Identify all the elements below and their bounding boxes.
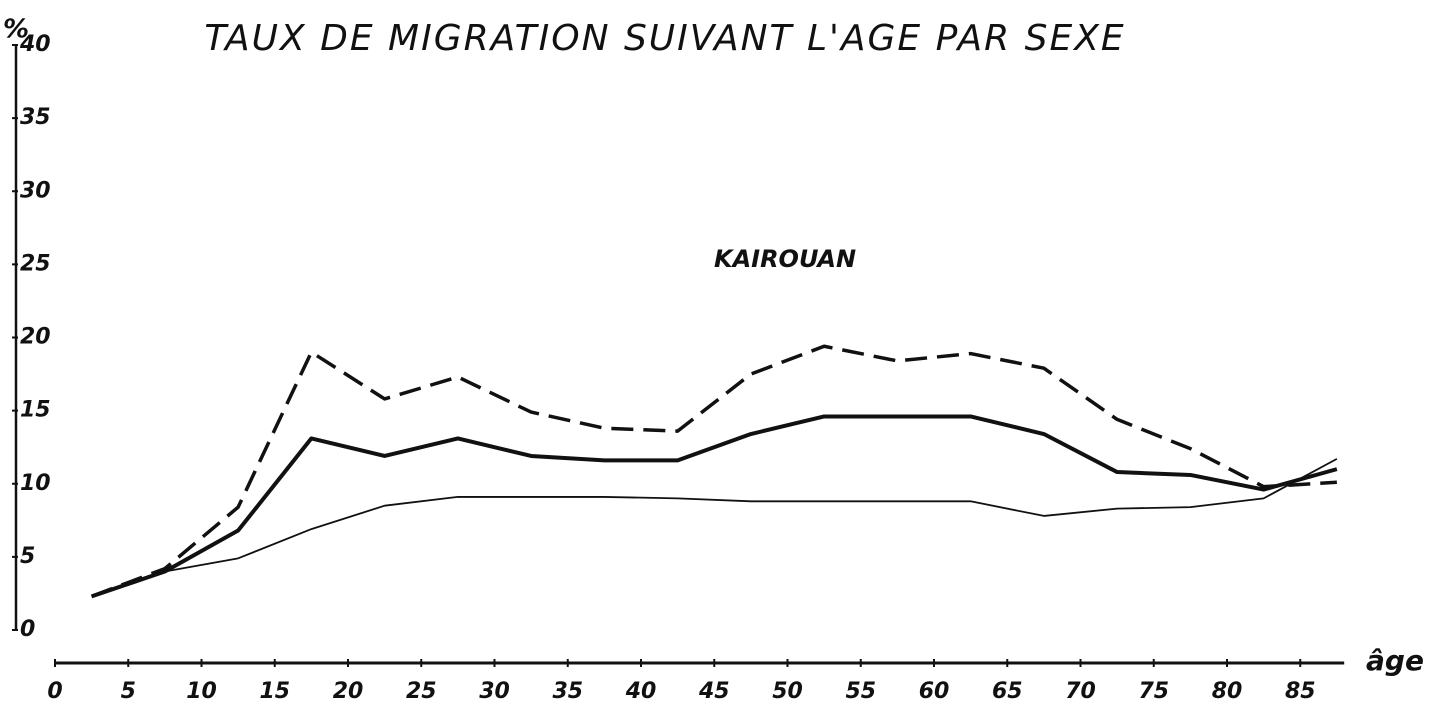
x-tick-label: 60: [919, 679, 950, 704]
x-tick-label: 15: [259, 679, 290, 704]
x-tick-label: 0: [47, 679, 62, 704]
y-tick-label: 10: [20, 471, 51, 496]
x-tick-label: 10: [186, 679, 217, 704]
data-line: [90, 414, 1338, 599]
chart-title: TAUX DE MIGRATION SUIVANT L'AGE PAR SEXE: [204, 18, 1125, 59]
y-axis-label: %: [3, 15, 29, 45]
x-tick-label: 50: [772, 679, 803, 704]
y-tick-label: 15: [20, 398, 51, 423]
y-tick-label: 35: [20, 105, 51, 130]
x-axis-label: âge: [1366, 644, 1424, 677]
x-tick-label: 55: [845, 679, 876, 704]
x-tick-label: 85: [1285, 679, 1316, 704]
x-tick-label: 45: [698, 679, 730, 704]
data-line: [91, 458, 1338, 598]
y-tick-label: 0: [20, 617, 35, 642]
data-line: [91, 344, 1337, 598]
x-tick-label: 80: [1212, 679, 1243, 704]
y-tick-label: 30: [20, 178, 51, 203]
x-tick-label: 40: [625, 679, 657, 704]
x-tick-label: 20: [333, 679, 364, 704]
x-tick-label: 30: [479, 679, 510, 704]
x-tick-label: 25: [406, 679, 437, 704]
x-tick-label: 35: [552, 679, 583, 704]
y-tick-label: 40: [19, 32, 51, 57]
y-tick-label: 5: [20, 544, 35, 569]
annotation: KAIROUAN: [714, 245, 856, 273]
x-tick-label: 70: [1065, 679, 1096, 704]
x-tick-label: 75: [1138, 679, 1169, 704]
y-tick-label: 25: [20, 251, 51, 276]
y-tick-label: 20: [20, 325, 51, 350]
x-tick-label: 65: [992, 679, 1023, 704]
x-tick-label: 5: [121, 679, 136, 704]
